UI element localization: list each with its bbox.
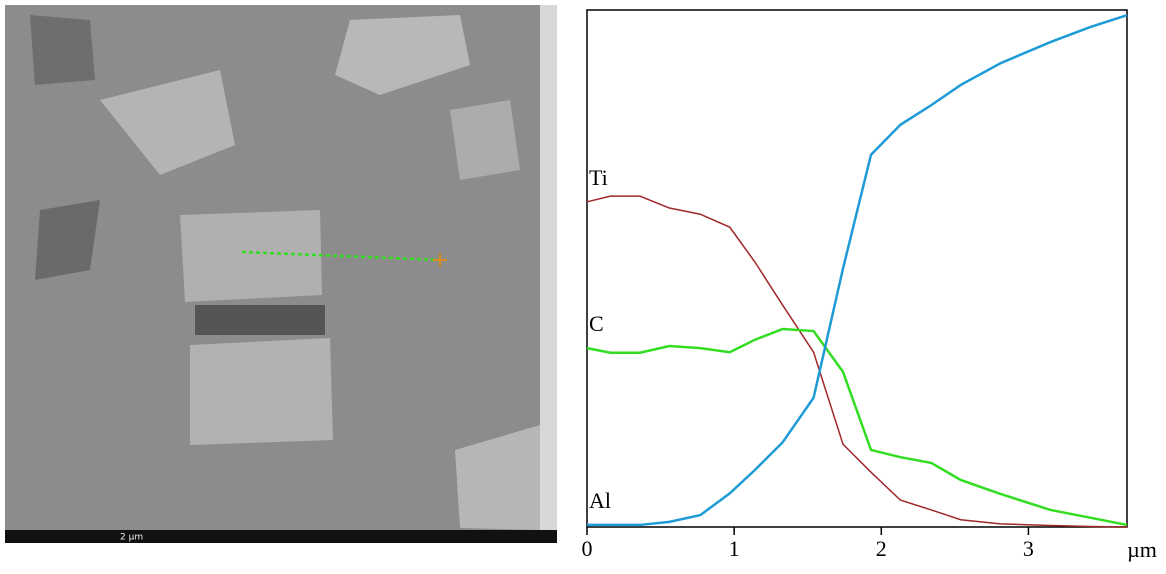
info-bar [5, 530, 557, 543]
series-label: Al [589, 488, 611, 513]
figure: 2 µm µm 0 1 2 3 Ti C Al [0, 0, 1166, 569]
gap [195, 305, 325, 335]
series-line [587, 329, 1127, 525]
series-line [587, 15, 1127, 525]
x-tick-label: 2 [876, 536, 887, 561]
series-label: Ti [589, 165, 608, 190]
x-tick-label: 3 [1023, 536, 1034, 561]
particle [190, 338, 333, 445]
series-label: C [589, 311, 604, 336]
x-axis-label: µm [1127, 537, 1157, 562]
dark-region [35, 200, 100, 280]
sem-edge [540, 5, 557, 530]
scale-bar-label: 2 µm [120, 533, 143, 543]
dark-region [30, 15, 95, 85]
sem-image: 2 µm [5, 5, 557, 543]
x-tick-label: 0 [582, 536, 593, 561]
particle [180, 210, 322, 302]
x-tick-label: 1 [729, 536, 740, 561]
series-line [587, 196, 1127, 527]
particle [450, 100, 520, 180]
plot-frame [587, 10, 1127, 527]
